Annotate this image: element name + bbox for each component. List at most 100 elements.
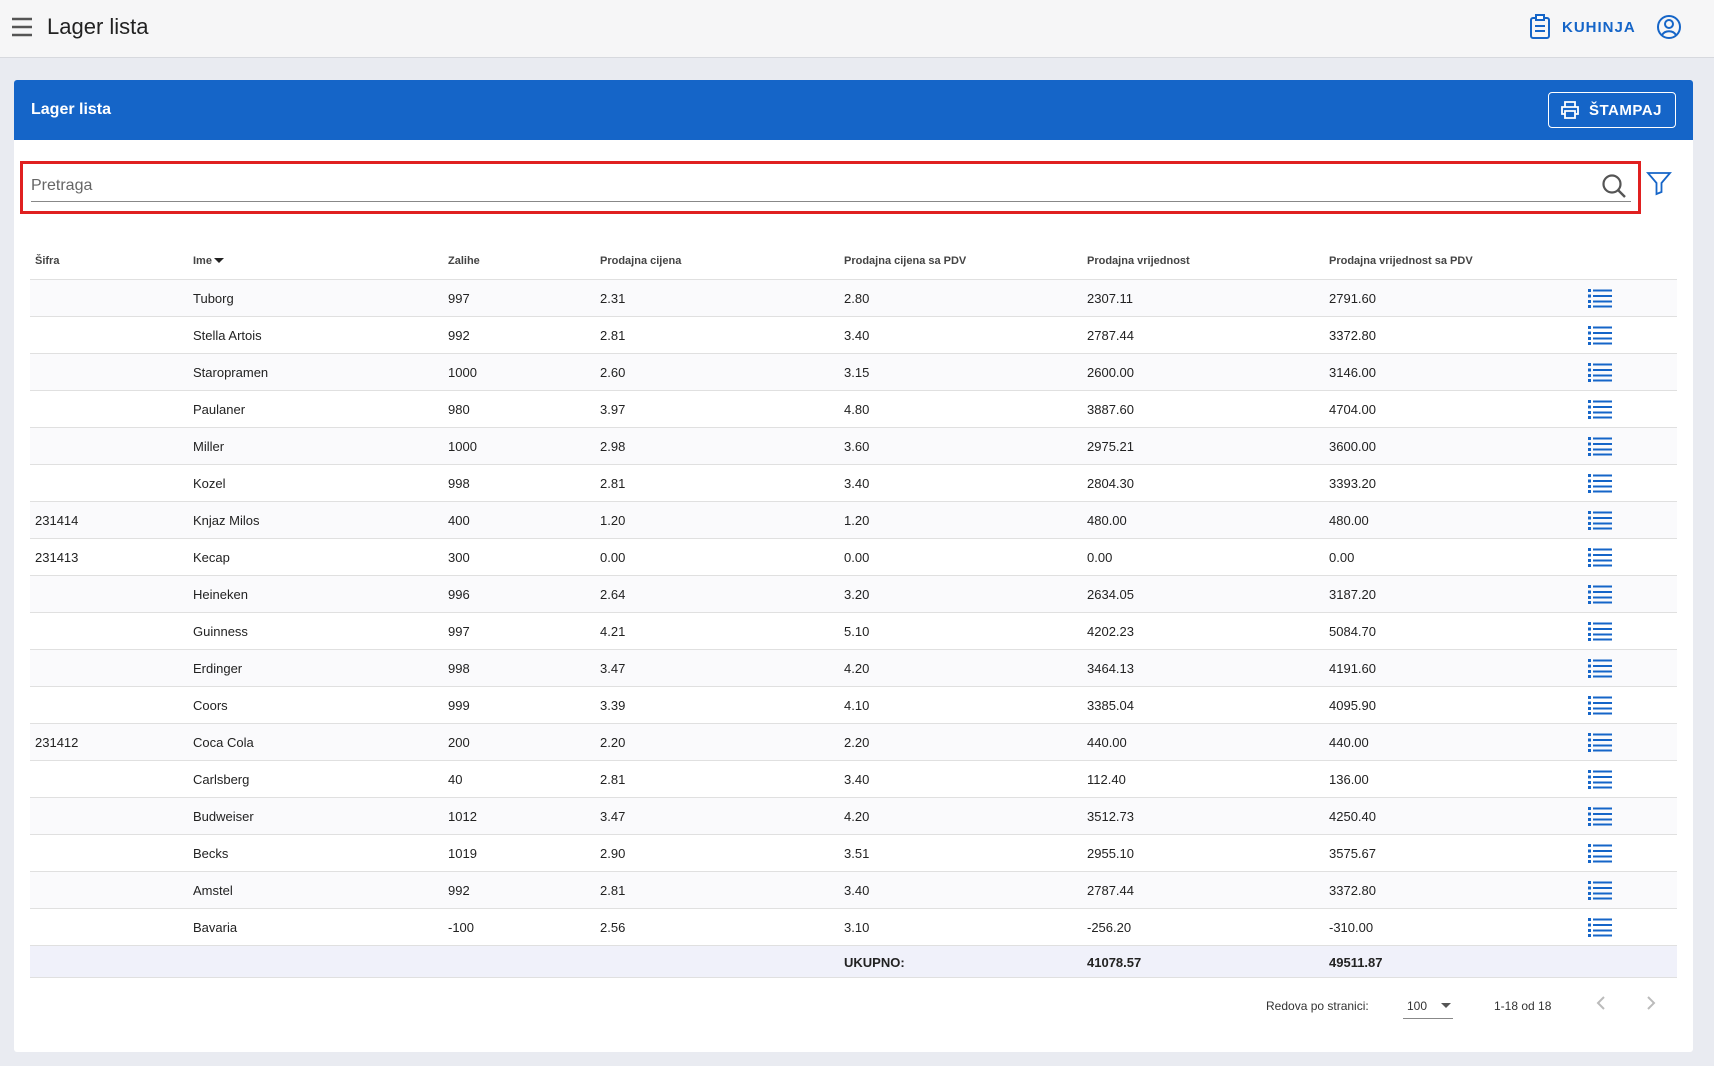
card-title: Lager lista bbox=[31, 101, 112, 118]
table-cell: 3600.00 bbox=[1329, 439, 1376, 454]
search-box[interactable]: Pretraga bbox=[20, 161, 1641, 214]
details-icon[interactable] bbox=[1588, 880, 1614, 900]
table-cell: 5084.70 bbox=[1329, 624, 1376, 639]
table-cell: -310.00 bbox=[1329, 920, 1374, 935]
column-header[interactable]: Ime bbox=[193, 255, 224, 267]
details-icon[interactable] bbox=[1588, 621, 1614, 641]
table-row: Kozel 998 2.81 3.40 2804.30 3393.20 bbox=[30, 464, 1677, 502]
details-icon[interactable] bbox=[1588, 917, 1614, 937]
rows-per-page-select[interactable]: 100 bbox=[1403, 992, 1453, 1019]
top-bar: Lager lista KUHINJA bbox=[0, 0, 1714, 58]
table-row: 231413 Kecap 300 0.00 0.00 0.00 0.00 bbox=[30, 538, 1677, 576]
details-icon[interactable] bbox=[1588, 436, 1614, 456]
details-icon[interactable] bbox=[1588, 547, 1614, 567]
column-header[interactable]: Prodajna cijena sa PDV bbox=[844, 255, 967, 267]
table-cell: 998 bbox=[448, 661, 470, 676]
table-cell: 4.20 bbox=[844, 809, 870, 824]
table-cell: Kozel bbox=[193, 476, 226, 491]
details-icon[interactable] bbox=[1588, 769, 1614, 789]
details-icon[interactable] bbox=[1588, 732, 1614, 752]
search-icon[interactable] bbox=[1601, 173, 1627, 199]
table-row: Erdinger 998 3.47 4.20 3464.13 4191.60 bbox=[30, 649, 1677, 687]
total-label: UKUPNO: bbox=[844, 955, 905, 970]
table-cell: 3.51 bbox=[844, 846, 870, 861]
column-header[interactable]: Zalihe bbox=[448, 255, 480, 267]
table-cell: 1000 bbox=[448, 439, 477, 454]
table-cell: 0.00 bbox=[844, 550, 870, 565]
search-underline bbox=[31, 201, 1631, 202]
table-cell: 1012 bbox=[448, 809, 477, 824]
table-cell: 999 bbox=[448, 698, 470, 713]
table-cell: 997 bbox=[448, 291, 470, 306]
table-cell: 2.20 bbox=[600, 735, 626, 750]
table-cell: 997 bbox=[448, 624, 470, 639]
table-cell: Guinness bbox=[193, 624, 248, 639]
table-cell: 2.31 bbox=[600, 291, 626, 306]
table-row: 231412 Coca Cola 200 2.20 2.20 440.00 440.00 bbox=[30, 723, 1677, 761]
table-row: Miller 1000 2.98 3.60 2975.21 3600.00 bbox=[30, 427, 1677, 465]
table-cell: Knjaz Milos bbox=[193, 513, 260, 528]
table-cell: 2955.10 bbox=[1087, 846, 1134, 861]
table-cell: 2804.30 bbox=[1087, 476, 1134, 491]
table-cell: 1019 bbox=[448, 846, 477, 861]
details-icon[interactable] bbox=[1588, 658, 1614, 678]
next-page[interactable] bbox=[1645, 995, 1657, 1011]
rows-per-page-value: 100 bbox=[1407, 999, 1428, 1013]
filter-icon[interactable] bbox=[1646, 170, 1672, 196]
user-icon[interactable] bbox=[1656, 14, 1682, 40]
page-title: Lager lista bbox=[47, 14, 149, 39]
table-cell: 2.56 bbox=[600, 920, 626, 935]
table-cell: 3.39 bbox=[600, 698, 626, 713]
details-icon[interactable] bbox=[1588, 843, 1614, 863]
table-cell: 3512.73 bbox=[1087, 809, 1134, 824]
details-icon[interactable] bbox=[1588, 325, 1614, 345]
table-cell: 3887.60 bbox=[1087, 402, 1134, 417]
details-icon[interactable] bbox=[1588, 806, 1614, 826]
table-cell: 440.00 bbox=[1087, 735, 1127, 750]
total-row: UKUPNO: 41078.57 49511.87 bbox=[30, 945, 1677, 978]
column-header[interactable]: Šifra bbox=[35, 255, 60, 267]
table-cell: 3.15 bbox=[844, 365, 870, 380]
table-row: Becks 1019 2.90 3.51 2955.10 3575.67 bbox=[30, 834, 1677, 872]
print-button[interactable]: ŠTAMPAJ bbox=[1548, 92, 1676, 128]
details-icon[interactable] bbox=[1588, 362, 1614, 382]
table-cell: 2.64 bbox=[600, 587, 626, 602]
table-cell: 4202.23 bbox=[1087, 624, 1134, 639]
table-cell: 1000 bbox=[448, 365, 477, 380]
table-row: Bavaria -100 2.56 3.10 -256.20 -310.00 bbox=[30, 908, 1677, 946]
table-cell: 4.10 bbox=[844, 698, 870, 713]
table-cell: 998 bbox=[448, 476, 470, 491]
table-cell: 480.00 bbox=[1087, 513, 1127, 528]
details-icon[interactable] bbox=[1588, 584, 1614, 604]
table-cell: 2.81 bbox=[600, 328, 626, 343]
table-cell: Bavaria bbox=[193, 920, 238, 935]
details-icon[interactable] bbox=[1588, 695, 1614, 715]
kitchen-button[interactable]: KUHINJA bbox=[1562, 19, 1636, 36]
table-cell: Coors bbox=[193, 698, 228, 713]
table-row: Amstel 992 2.81 3.40 2787.44 3372.80 bbox=[30, 871, 1677, 909]
table-cell: 3385.04 bbox=[1087, 698, 1134, 713]
column-header[interactable]: Prodajna vrijednost bbox=[1087, 255, 1190, 267]
prev-page[interactable] bbox=[1595, 995, 1607, 1011]
details-icon[interactable] bbox=[1588, 399, 1614, 419]
details-icon[interactable] bbox=[1588, 473, 1614, 493]
card: Lager lista ŠTAMPAJ Pretraga Šifra Ime Zal… bbox=[14, 80, 1693, 1052]
table-cell: 2791.60 bbox=[1329, 291, 1376, 306]
table-row: 231414 Knjaz Milos 400 1.20 1.20 480.00 480.00 bbox=[30, 501, 1677, 539]
table-cell: 3464.13 bbox=[1087, 661, 1134, 676]
details-icon[interactable] bbox=[1588, 288, 1614, 308]
table-cell: Stella Artois bbox=[193, 328, 262, 343]
menu-icon[interactable] bbox=[10, 16, 34, 38]
column-header[interactable]: Prodajna vrijednost sa PDV bbox=[1329, 255, 1473, 267]
card-header: Lager lista ŠTAMPAJ bbox=[14, 80, 1693, 140]
table-cell: 0.00 bbox=[1329, 550, 1355, 565]
table-cell: Becks bbox=[193, 846, 229, 861]
table-cell: 3.40 bbox=[844, 476, 870, 491]
details-icon[interactable] bbox=[1588, 510, 1614, 530]
table-row: Budweiser 1012 3.47 4.20 3512.73 4250.40 bbox=[30, 797, 1677, 835]
table-cell: 3.20 bbox=[844, 587, 870, 602]
dropdown-arrow bbox=[1441, 1003, 1451, 1008]
column-header[interactable]: Prodajna cijena bbox=[600, 255, 682, 267]
table-cell: 4.21 bbox=[600, 624, 626, 639]
